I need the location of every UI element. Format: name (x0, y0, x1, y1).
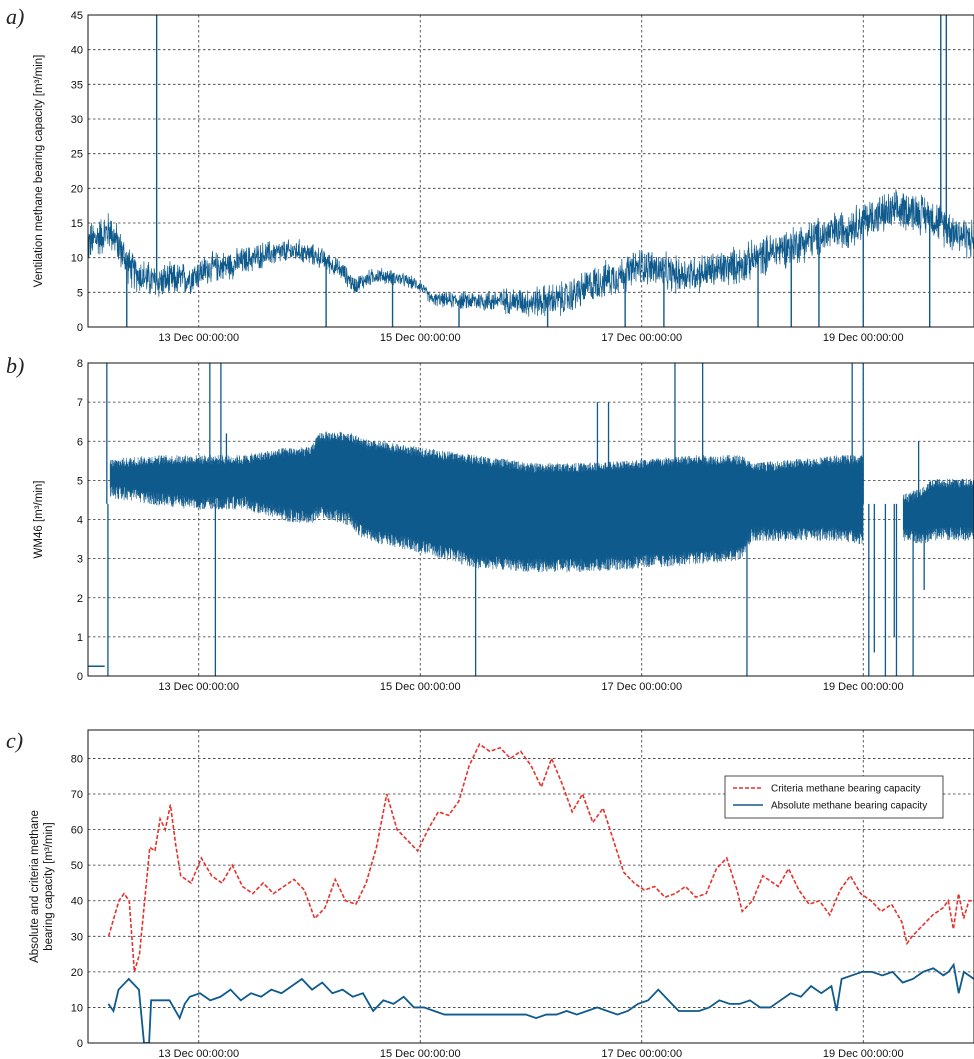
y-tick-label: 40 (71, 896, 83, 908)
y-tick-label: 80 (71, 753, 83, 765)
chart-a: 0 5 10 15 20 25 30 35 40 45 13 Dec 00:00:00 15 Dec … (33, 10, 974, 344)
legend-entry: Absolute methane bearing capacity (771, 801, 927, 812)
x-tick-label: 15 Dec 00:00:00 (380, 1048, 461, 1059)
panel-letter-b: b) (6, 353, 24, 378)
x-tick-label: 19 Dec 00:00:00 (823, 332, 904, 344)
y-tick-label: 20 (71, 967, 83, 979)
x-tick-label: 13 Dec 00:00:00 (158, 332, 239, 344)
series-line-a (88, 189, 974, 317)
x-tick-label: 19 Dec 00:00:00 (823, 681, 904, 693)
y-tick-label: 70 (71, 789, 83, 801)
x-tick-label: 15 Dec 00:00:00 (380, 332, 461, 344)
x-tick-label: 19 Dec 00:00:00 (823, 1048, 904, 1059)
y-axis-label: Ventilation methane bearing capacity [m³… (33, 55, 45, 288)
y-tick-label: 5 (77, 287, 83, 299)
legend: Criteria methane bearing capacity Absolut… (724, 775, 944, 819)
y-tick-label: 4 (77, 515, 83, 527)
y-tick-label: 0 (77, 671, 83, 683)
y-axis-label: WM46 [m³/min] (33, 481, 45, 559)
plot-frame (87, 362, 974, 677)
y-tick-label: 40 (71, 45, 83, 57)
y-tick-label: 7 (77, 397, 83, 409)
chart-b: 0 1 2 3 4 5 6 7 8 13 Dec 00:00:00 15 Dec 00:00:00 1… (33, 358, 974, 693)
y-axis-label: bearing capacity [m³/min] (43, 822, 55, 950)
y-tick-label: 8 (77, 358, 83, 370)
series-band-b (109, 431, 974, 573)
y-tick-label: 3 (77, 554, 83, 566)
y-tick-label: 20 (71, 183, 83, 195)
x-tick-label: 13 Dec 00:00:00 (158, 1048, 239, 1059)
y-tick-label: 30 (71, 114, 83, 126)
y-tick-label: 1 (77, 632, 83, 644)
y-tick-label: 15 (71, 218, 83, 230)
y-tick-label: 45 (71, 10, 83, 22)
x-tick-label: 17 Dec 00:00:00 (601, 332, 682, 344)
series-line-absolute (107, 962, 974, 1043)
y-tick-label: 30 (71, 931, 83, 943)
plot-frame (87, 729, 974, 1044)
y-tick-label: 10 (71, 253, 83, 265)
panel-letter-a: a) (6, 4, 24, 29)
y-tick-label: 6 (77, 436, 83, 448)
y-axis-label: Absolute and criteria methane (29, 810, 41, 963)
y-tick-label: 5 (77, 475, 83, 487)
x-tick-label: 17 Dec 00:00:00 (601, 681, 682, 693)
y-tick-label: 10 (71, 1002, 83, 1014)
y-tick-label: 35 (71, 79, 83, 91)
series-line-criteria (107, 743, 974, 973)
panel-letter-c: c) (6, 728, 23, 753)
plot-frame (87, 14, 974, 328)
y-tick-label: 25 (71, 149, 83, 161)
x-tick-label: 17 Dec 00:00:00 (601, 1048, 682, 1059)
y-tick-label: 0 (77, 1038, 83, 1050)
y-tick-label: 50 (71, 860, 83, 872)
x-tick-label: 15 Dec 00:00:00 (380, 681, 461, 693)
chart-c: 0 10 20 30 40 50 60 70 80 13 Dec 00:00:00 15 Dec 0… (29, 729, 974, 1059)
x-tick-label: 13 Dec 00:00:00 (158, 681, 239, 693)
y-tick-label: 60 (71, 825, 83, 837)
y-tick-label: 0 (77, 322, 83, 334)
y-tick-label: 2 (77, 593, 83, 605)
legend-entry: Criteria methane bearing capacity (771, 784, 921, 795)
